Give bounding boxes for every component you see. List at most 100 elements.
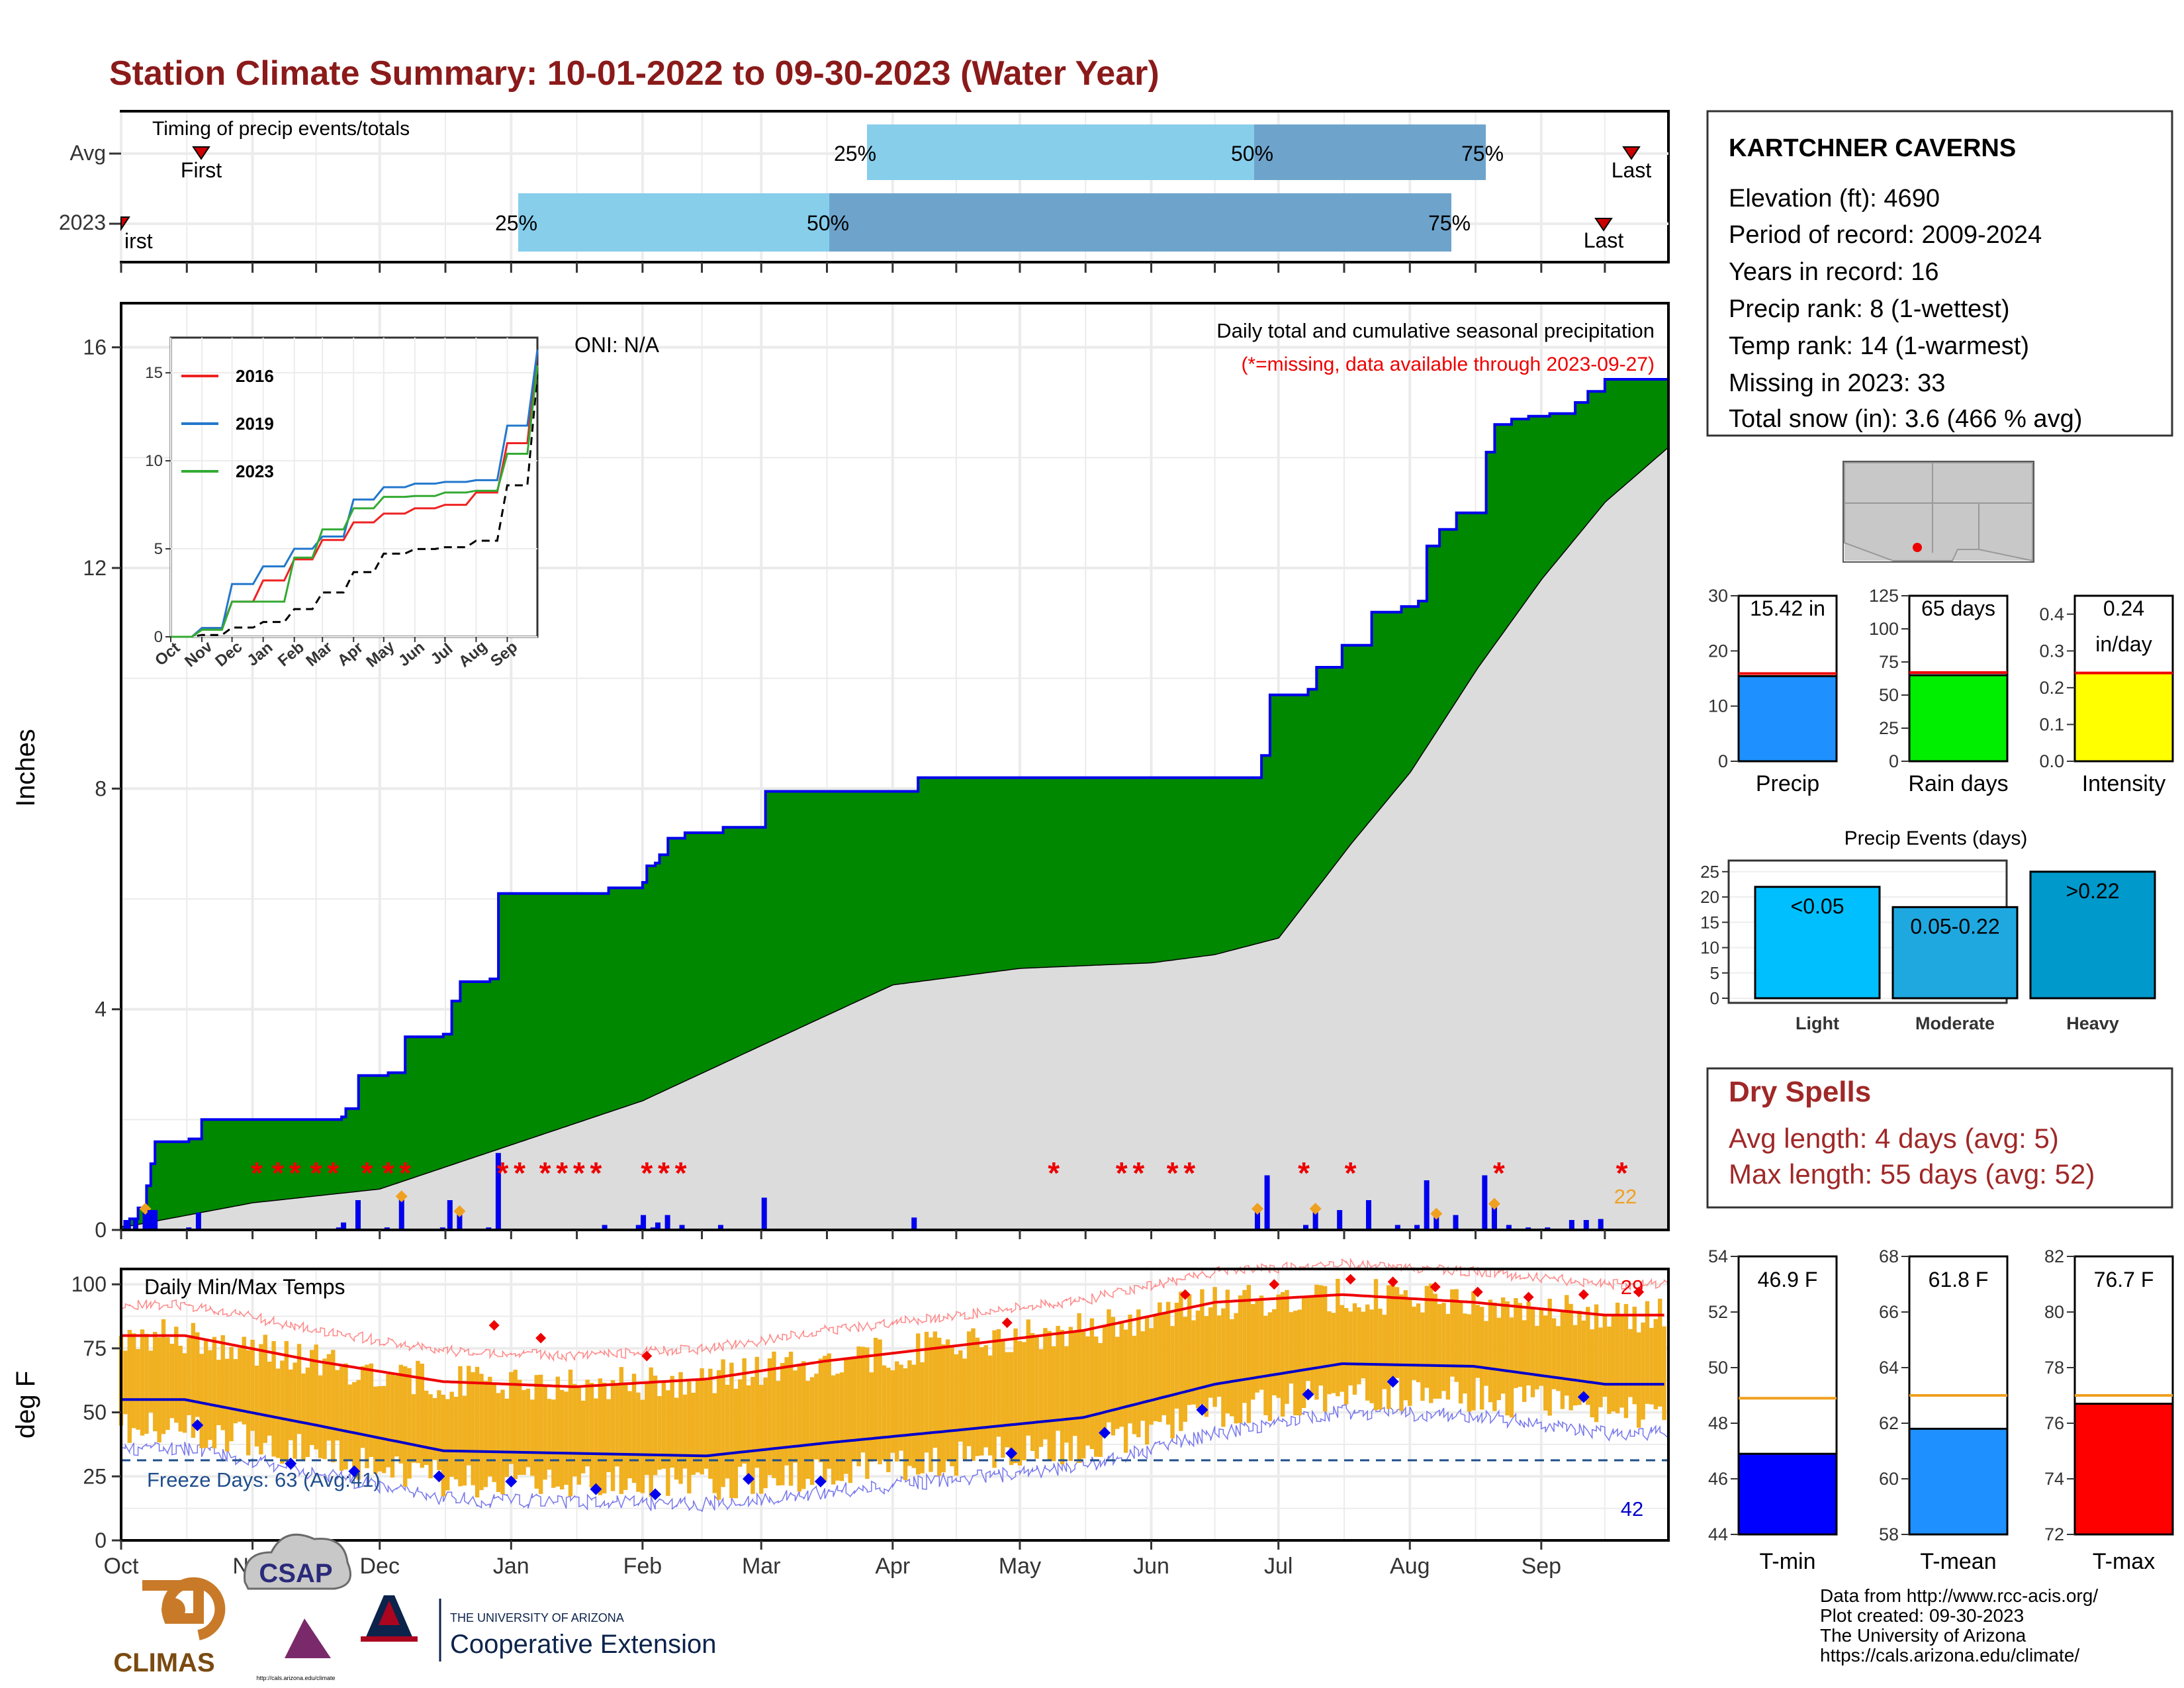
daily-precip-bar [195, 1212, 201, 1230]
events-tick-label: 5 [1710, 963, 1719, 983]
daily-temp-bar [475, 1366, 480, 1498]
daily-precip-bar [495, 1152, 501, 1230]
daily-temp-bar [1204, 1316, 1209, 1417]
daily-precip-bar [717, 1225, 723, 1230]
avg-first-marker [192, 146, 210, 160]
daily-precip-bars [123, 1152, 1604, 1230]
station-line-5: Temp rank: 14 (1-warmest) [1729, 332, 2029, 360]
missing-marker: * [539, 1156, 551, 1190]
daily-precip-bar [1482, 1175, 1488, 1230]
daily-temp-bar [390, 1374, 395, 1478]
daily-temp-bar [695, 1380, 700, 1473]
daily-temp-bar [1484, 1321, 1488, 1386]
daily-precip-bar [679, 1225, 685, 1230]
daily-precip-bar [1414, 1225, 1420, 1230]
daily-temp-bar [1077, 1313, 1081, 1463]
missing-marker: * [641, 1156, 653, 1190]
daily-precip-bar [1506, 1225, 1512, 1230]
mini-tick-label: 0.0 [2039, 751, 2064, 771]
daily-temp-bar [1170, 1326, 1175, 1438]
daily-temp-bar [1331, 1313, 1336, 1393]
daily-temp-bar [992, 1330, 997, 1468]
daily-temp-bar [751, 1377, 755, 1494]
daily-temp-bar [1043, 1328, 1048, 1440]
daily-temp-bar [1144, 1317, 1150, 1445]
daily-precip-bar [341, 1222, 347, 1230]
daily-temp-bar [1424, 1286, 1430, 1388]
daily-temp-bar [598, 1378, 603, 1495]
daily-temp-bar [203, 1340, 208, 1448]
daily-temp-bar [1463, 1313, 1467, 1394]
events-tick-label: 25 [1700, 862, 1719, 882]
daily-temp-bar [636, 1392, 641, 1492]
cumulative-surplus-area [121, 379, 1668, 1230]
daily-temp-bar [314, 1344, 318, 1450]
chart-title: Station Climate Summary: 10-01-2022 to 0… [109, 54, 1160, 93]
snow-marker [1309, 1203, 1322, 1215]
y2023-p25-label: 25% [495, 211, 537, 235]
daily-temp-bar [1064, 1346, 1069, 1443]
missing-marker: * [289, 1156, 301, 1190]
daily-temp-bar [305, 1367, 310, 1457]
y2023-first-label: irst [124, 229, 153, 253]
record-max-line [120, 1257, 1669, 1362]
daily-temp-bar [1458, 1301, 1463, 1404]
daily-temp-bar [1535, 1325, 1539, 1389]
temp-mini-tick-label: 78 [2044, 1358, 2064, 1378]
daily-temp-bar [1259, 1295, 1264, 1390]
daily-temp-bar [488, 1376, 492, 1477]
daily-temp-bar [543, 1386, 547, 1480]
inset-y-tick-label: 5 [154, 540, 163, 558]
daily-precip-bar [1264, 1175, 1270, 1230]
daily-temp-bar [754, 1356, 760, 1468]
daily-precip-bar [1303, 1225, 1309, 1230]
daily-temp-bar [631, 1374, 637, 1483]
daily-temp-bar [224, 1358, 230, 1452]
daily-temp-bar [627, 1391, 632, 1479]
inset-y-tick-label: 15 [145, 364, 163, 382]
daily-temp-bar [738, 1379, 743, 1467]
daily-temp-bar [1187, 1294, 1192, 1405]
temp-mini-label-1: T-mean [1920, 1549, 1996, 1574]
daily-temp-bar [1518, 1303, 1523, 1387]
record-min-marker [1577, 1391, 1590, 1403]
daily-temp-bar [398, 1364, 403, 1464]
daily-temp-bar [280, 1360, 285, 1464]
missing-marker: * [272, 1156, 284, 1190]
daily-temp-bar [1238, 1295, 1243, 1423]
daily-temp-bar [289, 1369, 293, 1440]
month-tick-label: Mar [742, 1554, 781, 1579]
daily-temp-bar [979, 1347, 984, 1456]
daily-temp-bar [759, 1385, 764, 1494]
daily-temp-bar [1602, 1315, 1608, 1397]
daily-temp-bar [437, 1390, 441, 1470]
daily-temp-bar [937, 1337, 942, 1476]
daily-temp-bar [479, 1374, 484, 1491]
temp-y-tick-label: 25 [83, 1464, 107, 1488]
daily-temp-bars [118, 1278, 1666, 1500]
daily-temp-bar [157, 1337, 161, 1443]
missing-marker: * [1298, 1156, 1310, 1190]
daily-temp-bar [1060, 1330, 1065, 1465]
daily-temp-bar [1636, 1332, 1641, 1428]
daily-temp-bar [674, 1397, 679, 1480]
daily-temp-bar [1594, 1304, 1599, 1423]
snow-marker [1488, 1197, 1500, 1210]
daily-temp-bar [1412, 1306, 1416, 1380]
record-max-marker [1633, 1286, 1645, 1297]
daily-temp-bar [1221, 1308, 1226, 1427]
record-min-marker [649, 1488, 662, 1501]
precip-y-axis: 0 4 8 12 16 [83, 336, 1606, 1242]
events-tick-label: 0 [1710, 988, 1719, 1008]
month-tick-label: Feb [623, 1554, 662, 1579]
inset-legend-label: 2023 [236, 461, 274, 481]
missing-marker: * [361, 1156, 373, 1190]
daily-temp-bar [559, 1389, 565, 1490]
record-max-marker [535, 1333, 547, 1344]
record-max-marker [1387, 1276, 1398, 1288]
missing-marker: * [1616, 1156, 1628, 1190]
missing-markers: * * * * * * * * * * * * * * * * * * * * * * * * * * [251, 1156, 1628, 1190]
daily-temp-bar [911, 1364, 917, 1468]
